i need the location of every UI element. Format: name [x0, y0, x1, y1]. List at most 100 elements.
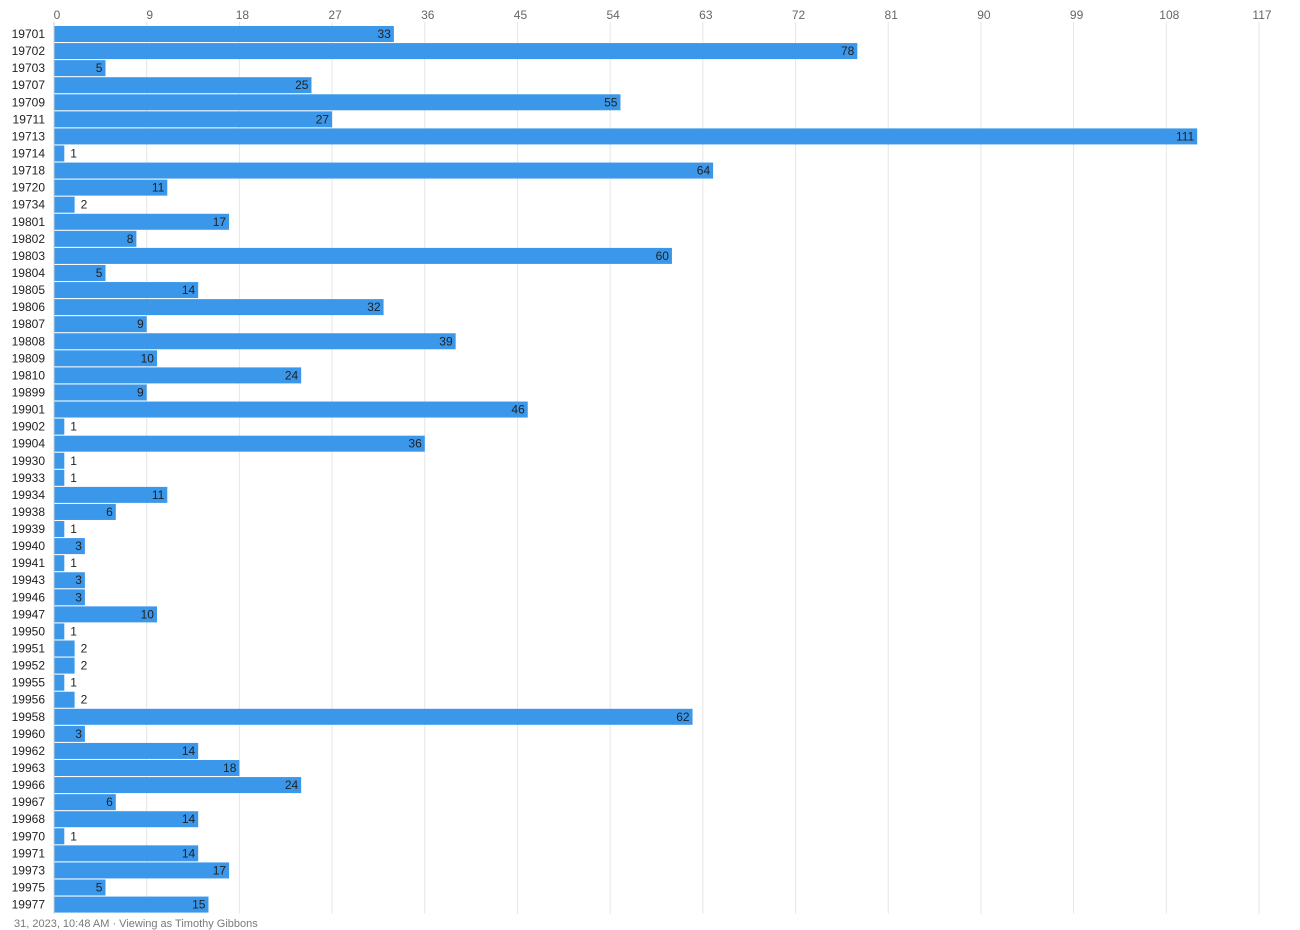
category-label: 19711 [13, 112, 46, 126]
data-label: 78 [841, 44, 855, 58]
bar [54, 760, 240, 777]
bar [54, 640, 75, 657]
x-tick-label: 117 [1252, 8, 1271, 22]
bar [54, 418, 65, 435]
data-label: 3 [75, 539, 82, 553]
data-label: 3 [75, 727, 82, 741]
data-label: 1 [70, 471, 77, 485]
bar [54, 794, 116, 811]
data-label: 32 [367, 300, 381, 314]
data-label: 8 [127, 232, 134, 246]
x-tick-label: 90 [977, 8, 991, 22]
category-label: 19970 [12, 829, 46, 843]
category-label: 19899 [12, 385, 46, 399]
data-label: 39 [439, 334, 453, 348]
category-label: 19702 [12, 44, 46, 58]
x-tick-label: 0 [54, 8, 61, 22]
bar [54, 725, 85, 742]
category-label: 19958 [12, 710, 46, 724]
data-label: 24 [285, 368, 299, 382]
category-label: 19966 [12, 778, 46, 792]
data-label: 15 [192, 898, 206, 912]
bar [54, 333, 456, 350]
x-tick-label: 72 [792, 8, 806, 22]
category-label: 19802 [12, 232, 46, 246]
x-tick-label: 45 [514, 8, 528, 22]
category-label: 19933 [12, 471, 46, 485]
category-label: 19810 [12, 368, 46, 382]
data-label: 11 [152, 488, 165, 502]
data-label: 1 [70, 676, 77, 690]
bar [54, 247, 672, 264]
data-label: 1 [70, 454, 77, 468]
bar [54, 657, 75, 674]
category-label: 19720 [12, 181, 46, 195]
bar [54, 77, 312, 94]
bar [54, 879, 106, 896]
x-tick-label: 36 [421, 8, 435, 22]
category-label: 19971 [12, 846, 46, 860]
bar [54, 469, 65, 486]
category-label: 19951 [12, 642, 46, 656]
category-label: 19955 [12, 676, 46, 690]
data-label: 5 [96, 266, 103, 280]
category-label: 19734 [12, 198, 46, 212]
bar [54, 538, 85, 555]
data-label: 2 [81, 659, 88, 673]
bar [54, 708, 693, 725]
category-label: 19960 [12, 727, 46, 741]
data-label: 36 [408, 437, 422, 451]
category-label: 19804 [12, 266, 46, 280]
category-label: 19703 [12, 61, 46, 75]
bar [54, 179, 168, 196]
category-label: 19934 [12, 488, 46, 502]
category-label: 19967 [12, 795, 46, 809]
bar [54, 264, 106, 281]
data-label: 2 [81, 642, 88, 656]
data-label: 1 [70, 146, 77, 160]
bar [54, 213, 230, 230]
bar [54, 845, 199, 862]
category-label: 19709 [12, 95, 46, 109]
category-label: 19803 [12, 249, 46, 263]
data-label: 55 [604, 95, 618, 109]
bar [54, 316, 147, 333]
bar [54, 60, 106, 77]
category-label: 19952 [12, 659, 46, 673]
bar [54, 486, 168, 503]
category-label: 19801 [12, 215, 46, 229]
category-label: 19930 [12, 454, 46, 468]
category-label: 19968 [12, 812, 46, 826]
bar [54, 384, 147, 401]
bar [54, 196, 75, 213]
category-label: 19962 [12, 744, 46, 758]
category-label: 19973 [12, 863, 46, 877]
bar [54, 401, 528, 418]
data-label: 5 [96, 881, 103, 895]
category-label: 19714 [12, 146, 46, 160]
data-label: 18 [223, 761, 237, 775]
category-label: 19941 [12, 556, 46, 570]
data-label: 3 [75, 573, 82, 587]
data-label: 14 [182, 283, 196, 297]
category-label: 19805 [12, 283, 46, 297]
data-label: 27 [316, 112, 330, 126]
data-label: 25 [295, 78, 309, 92]
x-tick-label: 9 [146, 8, 153, 22]
bar [54, 555, 65, 572]
data-label: 64 [697, 164, 711, 178]
bar [54, 26, 394, 42]
bar [54, 43, 858, 60]
x-tick-label: 63 [699, 8, 713, 22]
bar [54, 862, 230, 879]
data-label: 1 [70, 556, 77, 570]
bar [54, 452, 65, 469]
bar [54, 503, 116, 520]
data-label: 1 [70, 522, 77, 536]
category-label: 19950 [12, 624, 46, 638]
data-label: 6 [106, 795, 113, 809]
x-tick-label: 108 [1159, 8, 1179, 22]
category-label: 19718 [12, 164, 46, 178]
data-label: 1 [70, 829, 77, 843]
data-label: 17 [213, 863, 227, 877]
